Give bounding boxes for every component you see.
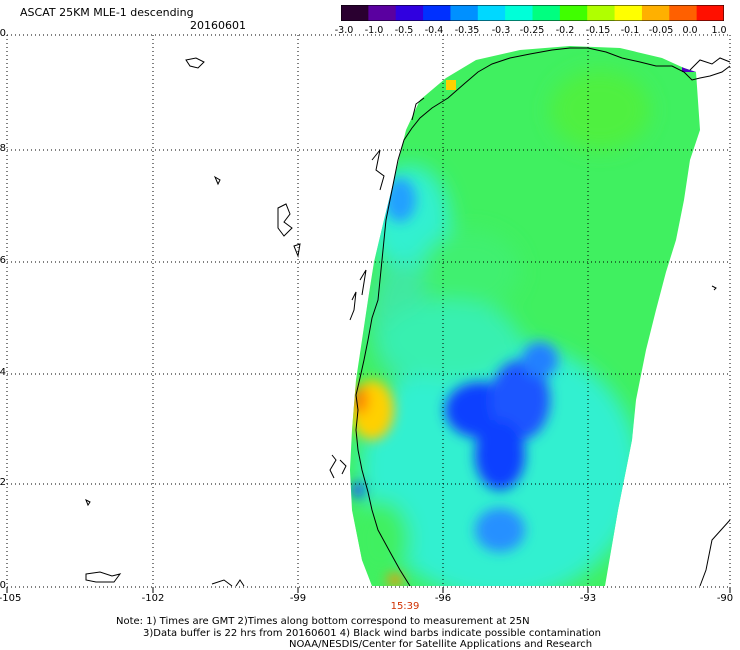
note-line-2: 3)Data buffer is 22 hrs from 20160601 4)… (143, 628, 601, 639)
colorbar-label: -0.5 (394, 25, 414, 36)
colorbar-swatch (669, 5, 698, 21)
colorbar-swatch (532, 5, 561, 21)
lat-label: 20 (0, 580, 6, 591)
colorbar-swatch (559, 5, 588, 21)
colorbar-swatches (340, 4, 725, 22)
colorbar (340, 4, 725, 22)
colorbar-label: -0.4 (424, 25, 444, 36)
land-features (85, 57, 717, 587)
lon-label: -90 (716, 593, 734, 604)
lat-label: 30 (0, 28, 6, 39)
colorbar-swatch (395, 5, 424, 21)
lon-label: -93 (579, 593, 597, 604)
colorbar-swatch (614, 5, 643, 21)
colorbar-labels: -3.0 -1.0 -0.5 -0.4 -0.35 -0.3 -0.25 -0.… (335, 25, 727, 37)
colorbar-swatch (587, 5, 616, 21)
lat-label: 28 (0, 143, 6, 154)
product-date: 20160601 (190, 19, 246, 32)
swath-time-marker: 15:39 (390, 601, 420, 612)
lon-label: -105 (0, 593, 22, 604)
coastline (349, 47, 731, 587)
colorbar-label: -0.05 (648, 25, 674, 36)
lat-lon-grid (6, 34, 731, 588)
product-title: ASCAT 25KM MLE-1 descending (20, 6, 194, 19)
colorbar-label: -0.15 (585, 25, 611, 36)
lat-label: 24 (0, 367, 6, 378)
lat-label: 26 (0, 255, 6, 266)
colorbar-label: -0.35 (454, 25, 480, 36)
colorbar-swatch (696, 5, 725, 21)
colorbar-swatch (477, 5, 506, 21)
colorbar-label: 0.0 (682, 25, 698, 36)
scatterometer-swath (350, 46, 700, 586)
colorbar-label: -1.0 (364, 25, 384, 36)
note-line-3: NOAA/NESDIS/Center for Satellite Applica… (289, 639, 593, 650)
lon-label: -99 (289, 593, 307, 604)
lon-label: -102 (141, 593, 165, 604)
colorbar-label: -3.0 (334, 25, 354, 36)
colorbar-label: 1.0 (711, 25, 727, 36)
colorbar-swatch (368, 5, 397, 21)
colorbar-swatch (450, 5, 479, 21)
colorbar-label: -0.2 (555, 25, 575, 36)
colorbar-swatch (505, 5, 534, 21)
note-line-1: Note: 1) Times are GMT 2)Times along bot… (116, 616, 530, 627)
lon-label: -96 (434, 593, 452, 604)
axis-ticks (6, 587, 731, 593)
colorbar-swatch (341, 5, 369, 21)
colorbar-swatch (423, 5, 452, 21)
lat-label: 22 (0, 477, 6, 488)
colorbar-label: -0.1 (620, 25, 640, 36)
colorbar-label: -0.3 (491, 25, 511, 36)
colorbar-label: -0.25 (519, 25, 545, 36)
colorbar-swatch (641, 5, 670, 21)
